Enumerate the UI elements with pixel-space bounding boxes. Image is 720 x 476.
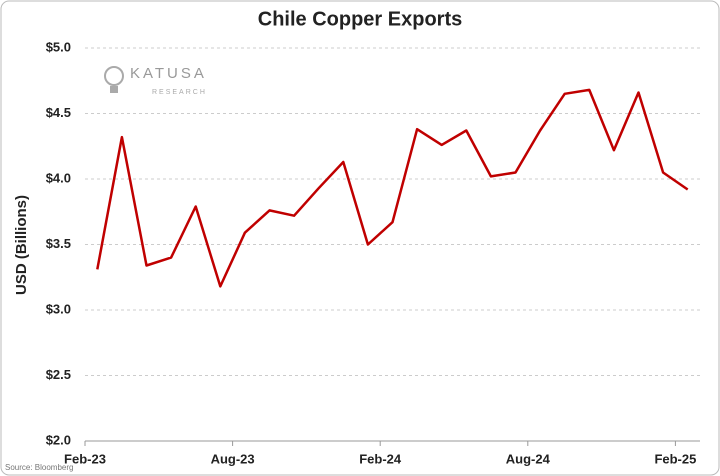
x-tick-label: Feb-23 <box>64 451 106 466</box>
x-tick-label: Feb-25 <box>654 451 696 466</box>
source-note: Source: Bloomberg <box>5 463 73 472</box>
data-line <box>96 88 689 288</box>
y-tick-label: $5.0 <box>46 39 71 54</box>
x-tick-label: Feb-24 <box>359 451 402 466</box>
x-tick-label: Aug-23 <box>211 451 255 466</box>
y-tick-label: $3.5 <box>46 236 71 251</box>
y-tick-label: $2.0 <box>46 432 71 447</box>
chart-title: Chile Copper Exports <box>258 8 462 30</box>
x-tick-label: Aug-24 <box>506 451 551 466</box>
logo-icon <box>104 66 124 86</box>
logo-name: KATUSA <box>130 65 207 82</box>
y-tick-label: $4.5 <box>46 105 71 120</box>
y-tick-label: $3.0 <box>46 301 71 316</box>
y-axis-title: USD (Billions) <box>13 195 30 295</box>
logo: KATUSA RESEARCH <box>104 65 207 96</box>
y-tick-label: $4.0 <box>46 170 71 185</box>
logo-subtitle: RESEARCH <box>152 89 207 96</box>
logo-icon-base <box>110 86 118 93</box>
y-tick-label: $2.5 <box>46 367 71 382</box>
